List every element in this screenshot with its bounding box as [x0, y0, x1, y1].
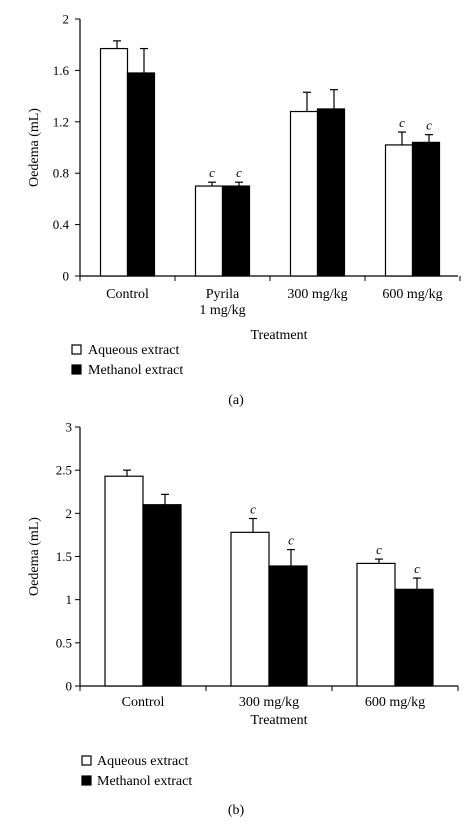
significance-marker: c	[288, 533, 294, 548]
bar-methanol	[142, 504, 182, 687]
y-tick-label: 0	[66, 679, 73, 694]
y-tick-label: 1.6	[53, 63, 70, 78]
y-tick-label: 2	[63, 12, 70, 27]
bar-methanol	[316, 108, 346, 277]
legend-label: Aqueous extract	[97, 754, 188, 769]
bar-aqueous	[194, 185, 224, 277]
panel-caption: (b)	[228, 803, 245, 818]
legend-swatch-aqueous	[81, 755, 92, 766]
significance-marker: c	[426, 118, 432, 133]
significance-marker: c	[236, 165, 242, 180]
y-tick-label: 0	[63, 269, 70, 284]
bar-aqueous	[230, 531, 270, 687]
x-category-label: 300 mg/kg	[239, 695, 299, 710]
bar-methanol	[411, 141, 441, 277]
bar-aqueous	[289, 110, 319, 277]
legend-swatch-aqueous	[71, 344, 82, 355]
y-axis-label: Oedema (mL)	[27, 517, 42, 596]
bar-methanol	[394, 588, 434, 687]
y-tick-label: 2.5	[56, 463, 72, 478]
x-category-label: 600 mg/kg	[365, 695, 425, 710]
bar-methanol	[268, 565, 308, 687]
y-tick-label: 0.5	[56, 635, 72, 650]
x-category-label: Control	[122, 695, 165, 710]
legend-swatch-methanol	[71, 364, 82, 375]
legend-label: Aqueous extract	[88, 343, 179, 358]
x-category-label: 1 mg/kg	[199, 303, 245, 318]
significance-marker: c	[250, 502, 256, 517]
x-category-label: 300 mg/kg	[287, 287, 347, 302]
y-tick-label: 2	[66, 506, 73, 521]
significance-marker: c	[399, 115, 405, 130]
y-tick-label: 3	[66, 420, 73, 435]
x-category-label: Pyrila	[206, 287, 240, 302]
y-tick-label: 1.5	[56, 549, 72, 564]
y-tick-label: 0.8	[53, 166, 69, 181]
x-axis-label: Treatment	[250, 713, 307, 728]
significance-marker: c	[376, 542, 382, 557]
bar-aqueous	[104, 475, 144, 687]
bar-aqueous	[99, 47, 129, 277]
bar-methanol	[221, 185, 251, 277]
x-category-label: 600 mg/kg	[382, 287, 442, 302]
legend-label: Methanol extract	[88, 363, 183, 378]
y-tick-label: 1	[66, 592, 73, 607]
y-axis-label: Oedema (mL)	[27, 108, 42, 187]
bar-aqueous	[384, 144, 414, 277]
y-tick-label: 0.4	[53, 217, 70, 232]
panel-caption: (a)	[228, 393, 244, 408]
x-category-label: Control	[106, 287, 149, 302]
legend-label: Methanol extract	[97, 774, 192, 789]
y-tick-label: 1.2	[53, 114, 69, 129]
significance-marker: c	[209, 165, 215, 180]
bar-methanol	[126, 72, 156, 277]
significance-marker: c	[414, 561, 420, 576]
legend-swatch-methanol	[81, 775, 92, 786]
x-axis-label: Treatment	[250, 328, 307, 343]
bar-aqueous	[356, 562, 396, 687]
